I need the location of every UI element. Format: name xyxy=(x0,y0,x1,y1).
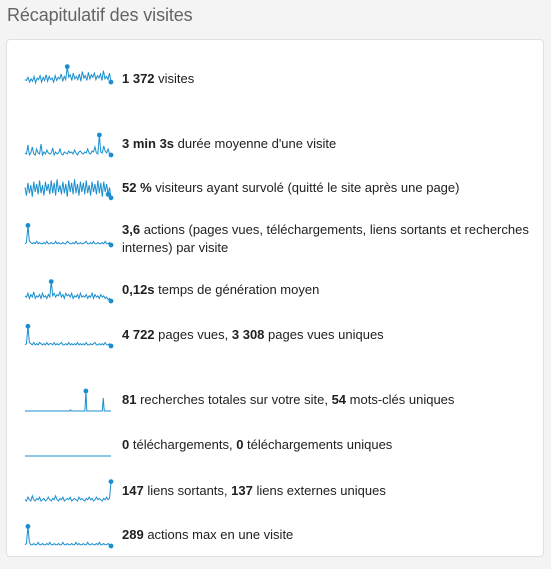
metric-label: actions max en une visite xyxy=(143,527,294,542)
metric-row-outlinks: 147 liens sortants, 137 liens externes u… xyxy=(7,468,543,508)
sparkline-outlinks[interactable] xyxy=(24,476,114,504)
visits-summary-card: 1 372 visites 3 min 3s durée moyenne d'u… xyxy=(6,39,544,557)
metric-value: 289 xyxy=(122,527,144,542)
metric-label: liens sortants, xyxy=(143,483,232,498)
metric-value: 3,6 xyxy=(122,222,141,237)
metric-text-downloads: 0 téléchargements, 0 téléchargements uni… xyxy=(122,436,532,454)
sparkline-max-point xyxy=(25,223,31,228)
sparkline-max-point xyxy=(48,279,54,284)
metric-row-duration: 3 min 3s durée moyenne d'une visite xyxy=(7,122,543,162)
sparkline-last-point xyxy=(108,195,114,201)
metric-value: 1 372 xyxy=(122,71,155,86)
metric-label: mots-clés uniques xyxy=(346,392,455,407)
metric-text-actions: 3,6 actions (pages vues, téléchargements… xyxy=(122,221,532,257)
metric-text-searches: 81 recherches totales sur votre site, 54… xyxy=(122,391,532,409)
metric-row-visits: 1 372 visites xyxy=(7,54,543,94)
metric-value: 3 308 xyxy=(231,327,265,342)
sparkline-last-point xyxy=(108,152,114,158)
sparkline-line xyxy=(25,390,111,412)
sparkline-searches[interactable] xyxy=(24,386,112,414)
sparkline-last-point xyxy=(108,343,114,349)
metric-text-maxactions: 289 actions max en une visite xyxy=(122,526,532,544)
metric-value: 137 xyxy=(231,483,253,498)
metric-value: 0,12s xyxy=(122,282,155,297)
metric-label: liens externes uniques xyxy=(252,483,386,498)
sparkline-line xyxy=(24,281,112,302)
metric-value: 147 xyxy=(122,483,144,498)
widget-title: Récapitulatif des visites xyxy=(7,5,193,25)
metric-value: 3 min 3s xyxy=(122,136,175,151)
metric-value: 52 % xyxy=(122,180,152,195)
metric-value: 81 xyxy=(122,392,137,407)
sparkline-max-point xyxy=(25,524,31,529)
metric-label: téléchargements, xyxy=(129,437,237,452)
metric-text-visits: 1 372 visites xyxy=(122,70,532,88)
sparkline-max-point xyxy=(64,64,70,70)
metric-label: pages vues, xyxy=(154,327,232,342)
sparkline-actions[interactable] xyxy=(24,220,114,248)
metric-text-generation: 0,12s temps de génération moyen xyxy=(122,281,532,299)
sparkline-line xyxy=(24,225,112,246)
metric-label: visites xyxy=(154,71,195,86)
metric-value: 0 xyxy=(122,437,130,452)
sparkline-line xyxy=(24,481,112,502)
metric-text-pageviews: 4 722 pages vues, 3 308 pages vues uniqu… xyxy=(122,326,532,344)
metric-row-maxactions: 289 actions max en une visite xyxy=(7,513,543,553)
metric-label: durée moyenne d'une visite xyxy=(174,136,337,151)
metric-row-bounce: 52 % visiteurs ayant survolé (quitté le … xyxy=(7,166,543,206)
sparkline-bounce[interactable] xyxy=(24,174,114,202)
sparkline-last-point xyxy=(108,298,114,304)
metric-label: actions (pages vues, téléchargements, li… xyxy=(122,222,529,255)
metric-text-outlinks: 147 liens sortants, 137 liens externes u… xyxy=(122,482,532,500)
metric-row-actions: 3,6 actions (pages vues, téléchargements… xyxy=(7,212,543,260)
sparkline-last-point xyxy=(108,79,114,85)
sparkline-line xyxy=(24,134,112,157)
metric-label: visiteurs ayant survolé (quitté le site … xyxy=(151,180,460,195)
metric-value: 54 xyxy=(331,392,347,407)
sparkline-maxactions[interactable] xyxy=(24,521,114,549)
sparkline-line xyxy=(24,66,112,85)
metric-row-searches: 81 recherches totales sur votre site, 54… xyxy=(7,378,543,418)
sparkline-max-point xyxy=(108,479,114,484)
sparkline-generation[interactable] xyxy=(24,276,114,304)
sparkline-pageviews[interactable] xyxy=(24,321,114,349)
metric-label: recherches totales sur votre site, xyxy=(136,392,332,407)
metric-row-generation: 0,12s temps de génération moyen xyxy=(7,268,543,308)
metric-label: téléchargements uniques xyxy=(243,437,393,452)
metric-label: temps de génération moyen xyxy=(154,282,320,297)
metric-row-pageviews: 4 722 pages vues, 3 308 pages vues uniqu… xyxy=(7,313,543,353)
sparkline-downloads[interactable] xyxy=(24,431,112,459)
metric-label: pages vues uniques xyxy=(264,327,384,342)
sparkline-max-point xyxy=(96,132,102,138)
metric-row-downloads: 0 téléchargements, 0 téléchargements uni… xyxy=(7,423,543,463)
sparkline-max-point xyxy=(105,191,111,197)
sparkline-last-point xyxy=(108,242,114,248)
metric-value: 4 722 xyxy=(122,327,155,342)
sparkline-line xyxy=(24,526,112,547)
sparkline-line xyxy=(24,326,112,347)
sparkline-max-point xyxy=(25,323,31,329)
sparkline-max-point xyxy=(83,388,89,394)
sparkline-visits[interactable] xyxy=(24,62,114,90)
sparkline-last-point xyxy=(108,543,114,549)
metric-text-bounce: 52 % visiteurs ayant survolé (quitté le … xyxy=(122,179,532,197)
metric-value: 0 xyxy=(236,437,244,452)
sparkline-duration[interactable] xyxy=(24,130,114,158)
metric-text-duration: 3 min 3s durée moyenne d'une visite xyxy=(122,135,532,153)
sparkline-line xyxy=(24,179,112,198)
